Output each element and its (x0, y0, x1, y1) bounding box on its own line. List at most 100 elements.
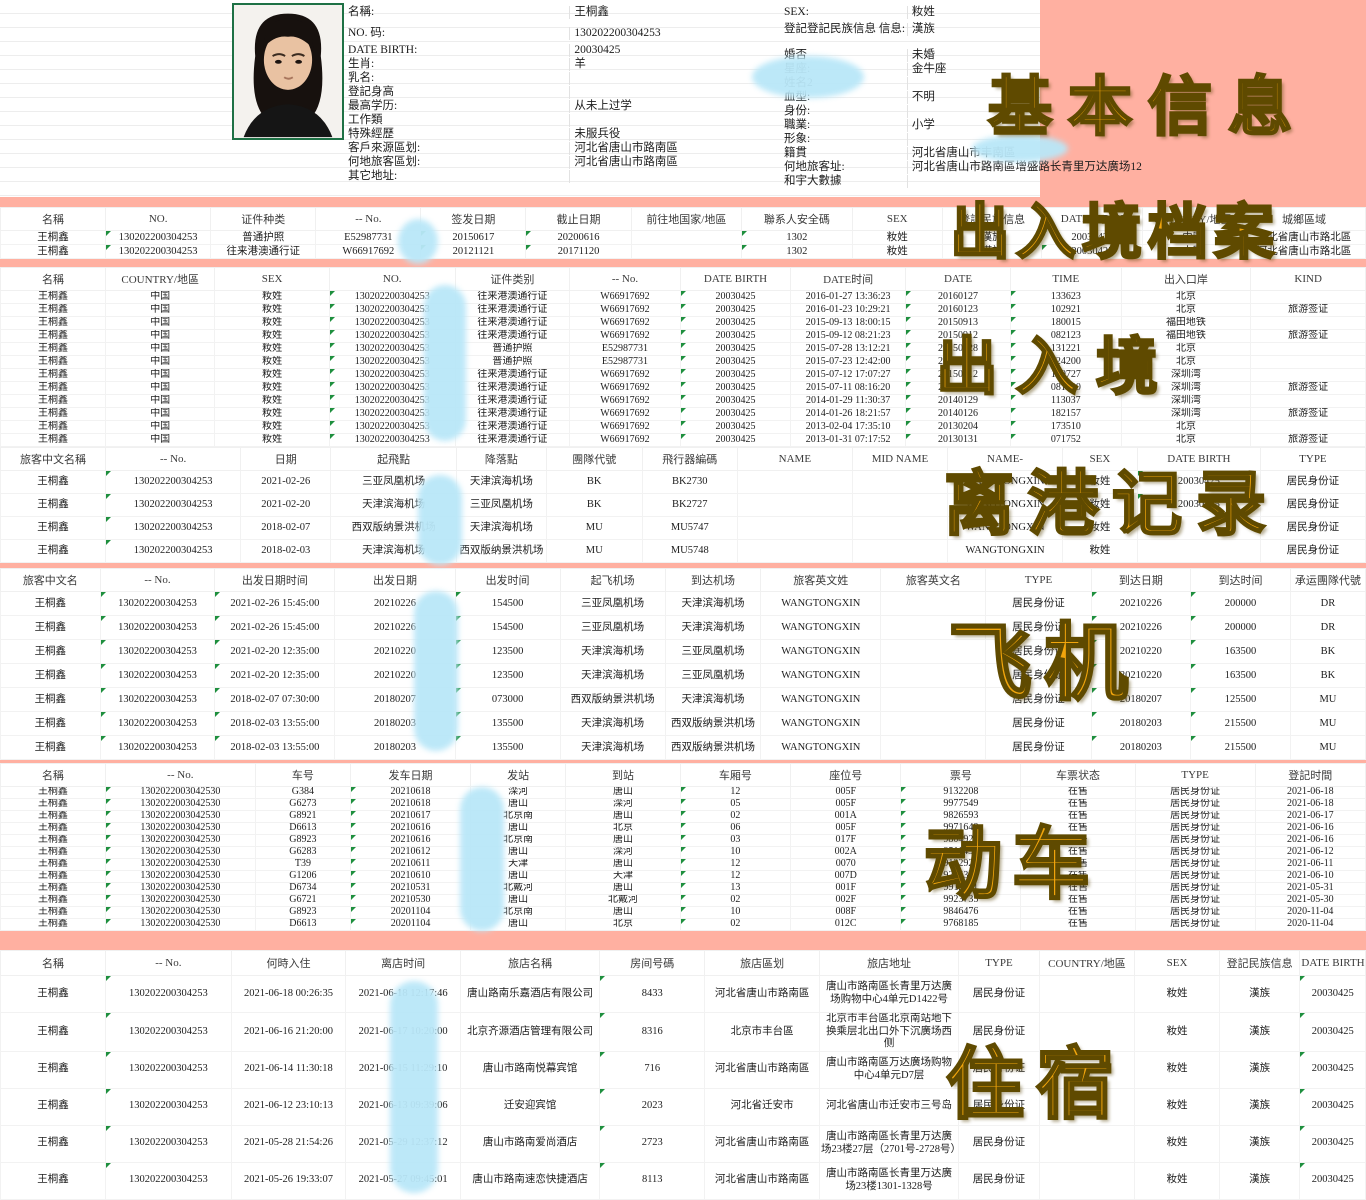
table-cell[interactable]: 居民身份证 (1134, 894, 1256, 907)
table-cell[interactable]: 130202200304253 (105, 230, 212, 245)
table-cell[interactable]: 北京 (1120, 420, 1252, 434)
table-cell[interactable]: 1302022003042530 (104, 786, 256, 799)
table-cell[interactable]: 2015-07-23 12:42:00 (790, 355, 906, 369)
table-cell[interactable]: 三亚凤凰机场 (664, 639, 762, 664)
table-cell[interactable]: 20030425 (1299, 1161, 1366, 1200)
table-cell[interactable]: 1302022003042530 (104, 798, 256, 811)
table-cell[interactable]: W66917692 (569, 368, 681, 382)
table-cell[interactable]: 2021-06-10 (1254, 870, 1366, 883)
table-cell[interactable]: 06 (679, 822, 792, 835)
table-cell[interactable]: 在售 (1020, 786, 1136, 799)
table-cell[interactable]: 普通护照 (454, 355, 571, 369)
table-cell[interactable]: 2020-11-04 (1254, 918, 1366, 931)
table-cell[interactable]: 往来港澳通行证 (454, 329, 571, 343)
table-cell[interactable]: 2021-06-18 (1254, 798, 1366, 811)
table-cell[interactable]: 130202200304253 (99, 711, 216, 736)
table-cell[interactable]: 北京齐源酒店管理有限公司 (459, 1012, 601, 1052)
table-cell[interactable]: 王桐鑫 (0, 303, 107, 317)
table-cell[interactable]: W66917692 (569, 420, 681, 434)
table-cell[interactable]: W66917692 (569, 316, 681, 330)
table-cell[interactable]: 中国 (105, 290, 216, 304)
table-cell[interactable]: 20210618 (350, 798, 471, 811)
table-cell[interactable]: 2015-09-12 08:21:23 (790, 329, 906, 343)
table-cell[interactable] (737, 493, 853, 517)
table-cell[interactable]: 10 (679, 846, 792, 859)
table-cell[interactable]: 1302022003042530 (104, 858, 256, 871)
table-cell[interactable]: 漢族 (1218, 1124, 1301, 1163)
table-cell[interactable]: 20140126 (904, 407, 1012, 421)
table-cell[interactable]: 1302022003042530 (104, 834, 256, 847)
table-cell[interactable]: W66917692 (569, 394, 681, 408)
table-cell[interactable] (880, 735, 987, 760)
table-cell[interactable]: 籹姓 (1134, 1012, 1220, 1052)
table-cell[interactable]: 130202200304253 (105, 1161, 232, 1200)
table-cell[interactable]: 中国 (105, 368, 216, 382)
table-cell[interactable]: 2018-02-03 13:55:00 (214, 711, 336, 736)
table-cell[interactable]: 王桐鑫 (0, 834, 106, 847)
table-cell[interactable]: 20200616 (525, 230, 632, 245)
table-cell[interactable]: MU (1289, 711, 1366, 736)
table-cell[interactable]: 071752 (1010, 433, 1122, 447)
table-cell[interactable]: 籹姓 (214, 303, 330, 317)
table-cell[interactable]: 2021-06-16 (1254, 834, 1366, 847)
table-cell[interactable]: 籹姓 (851, 230, 943, 245)
table-cell[interactable] (880, 615, 987, 640)
table-cell[interactable]: 8113 (599, 1161, 706, 1200)
table-cell[interactable]: 13 (679, 882, 792, 895)
table-cell[interactable]: 2021-02-26 15:45:00 (214, 591, 336, 616)
table-cell[interactable]: 20030425 (679, 329, 792, 343)
table-cell[interactable]: 三亚凤凰机场 (559, 615, 666, 640)
table-cell[interactable]: 200000 (1190, 615, 1291, 640)
table-cell[interactable]: W66917692 (569, 303, 681, 317)
table-cell[interactable]: 130202200304253 (99, 663, 216, 688)
table-cell[interactable]: 2018-02-07 (240, 516, 332, 540)
table-cell[interactable]: 中国 (105, 303, 216, 317)
table-cell[interactable]: 西双版纳景洪机场 (559, 687, 666, 712)
table-cell[interactable]: 居民身份证 (985, 615, 1092, 640)
table-cell[interactable]: 天津滨海机场 (559, 711, 666, 736)
table-cell[interactable]: 2013-02-04 17:35:10 (790, 420, 906, 434)
table-cell[interactable]: 王桐鑫 (0, 230, 107, 245)
table-cell[interactable]: 135500 (454, 735, 561, 760)
table-cell[interactable]: 123500 (454, 639, 561, 664)
table-cell[interactable]: 130202200304253 (99, 687, 216, 712)
table-cell[interactable] (737, 539, 853, 563)
table-cell[interactable]: 王桐鑫 (0, 381, 107, 395)
table-cell[interactable]: MU5748 (641, 539, 739, 563)
table-cell[interactable]: 1302022003042530 (104, 882, 256, 895)
table-cell[interactable] (737, 516, 853, 540)
table-cell[interactable]: 20130204 (904, 420, 1012, 434)
table-cell[interactable] (851, 470, 949, 494)
table-cell[interactable]: 20030425 (1041, 244, 1144, 259)
table-cell[interactable]: 居民身份证 (985, 663, 1092, 688)
table-cell[interactable]: 王桐鑫 (0, 615, 101, 640)
table-cell[interactable]: 2021-05-26 19:33:07 (230, 1161, 347, 1200)
table-cell[interactable]: W66917692 (569, 381, 681, 395)
table-cell[interactable]: 2021-06-12 23:10:13 (230, 1087, 347, 1126)
table-cell[interactable]: 20030425 (679, 290, 792, 304)
table-cell[interactable]: BK (1289, 663, 1366, 688)
table-cell[interactable]: 王桐鑫 (0, 591, 101, 616)
table-cell[interactable]: BK2730 (641, 470, 739, 494)
table-cell[interactable]: 2021-02-20 (240, 493, 332, 517)
table-cell[interactable]: 中国 (105, 407, 216, 421)
table-cell[interactable]: 往来港澳通行证 (454, 381, 571, 395)
table-cell[interactable]: BK (545, 470, 643, 494)
table-cell[interactable]: 籹姓 (1134, 1050, 1220, 1089)
table-cell[interactable]: 20030425 (1299, 1012, 1366, 1052)
table-cell[interactable] (630, 230, 743, 245)
table-cell[interactable]: 籹姓 (851, 244, 943, 259)
table-cell[interactable]: 005F (790, 798, 902, 811)
table-cell[interactable]: 唐山路南乐嘉酒店有限公司 (459, 975, 601, 1013)
table-cell[interactable]: DR (1289, 591, 1366, 616)
table-cell[interactable]: 20180207 (1090, 687, 1192, 712)
table-cell[interactable]: 王桐鑫 (0, 516, 107, 540)
table-cell[interactable]: 2021-02-20 12:35:00 (214, 663, 336, 688)
table-cell[interactable]: 迁安迎宾馆 (459, 1087, 601, 1126)
table-cell[interactable]: 籹姓 (214, 355, 330, 369)
table-cell[interactable] (737, 470, 853, 494)
table-cell[interactable]: 20030425 (679, 355, 792, 369)
table-cell[interactable]: 王桐鑫 (0, 735, 101, 760)
table-cell[interactable]: 往来港澳通行证 (454, 420, 571, 434)
table-cell[interactable]: 20030425 (1136, 493, 1261, 517)
